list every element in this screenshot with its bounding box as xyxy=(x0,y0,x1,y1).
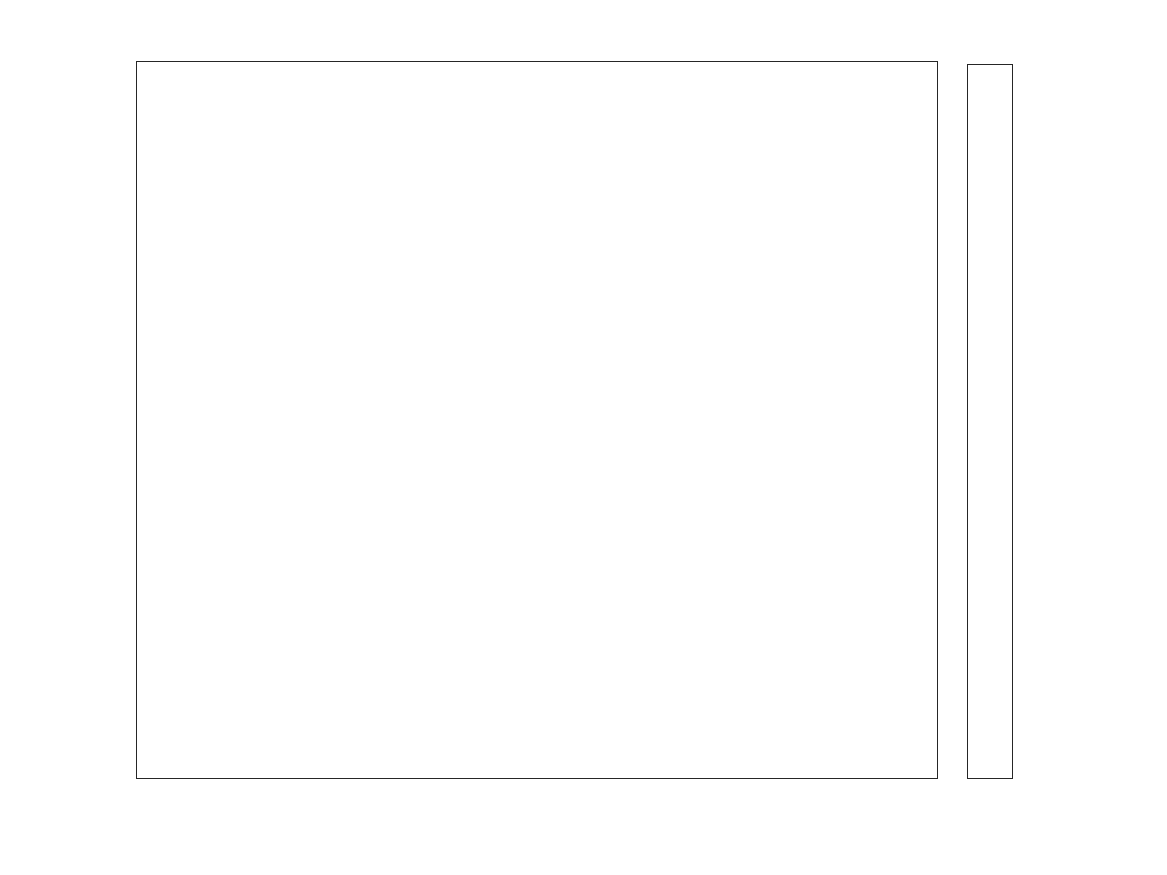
spectrogram-heatmap xyxy=(137,62,937,778)
colorbar xyxy=(968,65,1012,778)
